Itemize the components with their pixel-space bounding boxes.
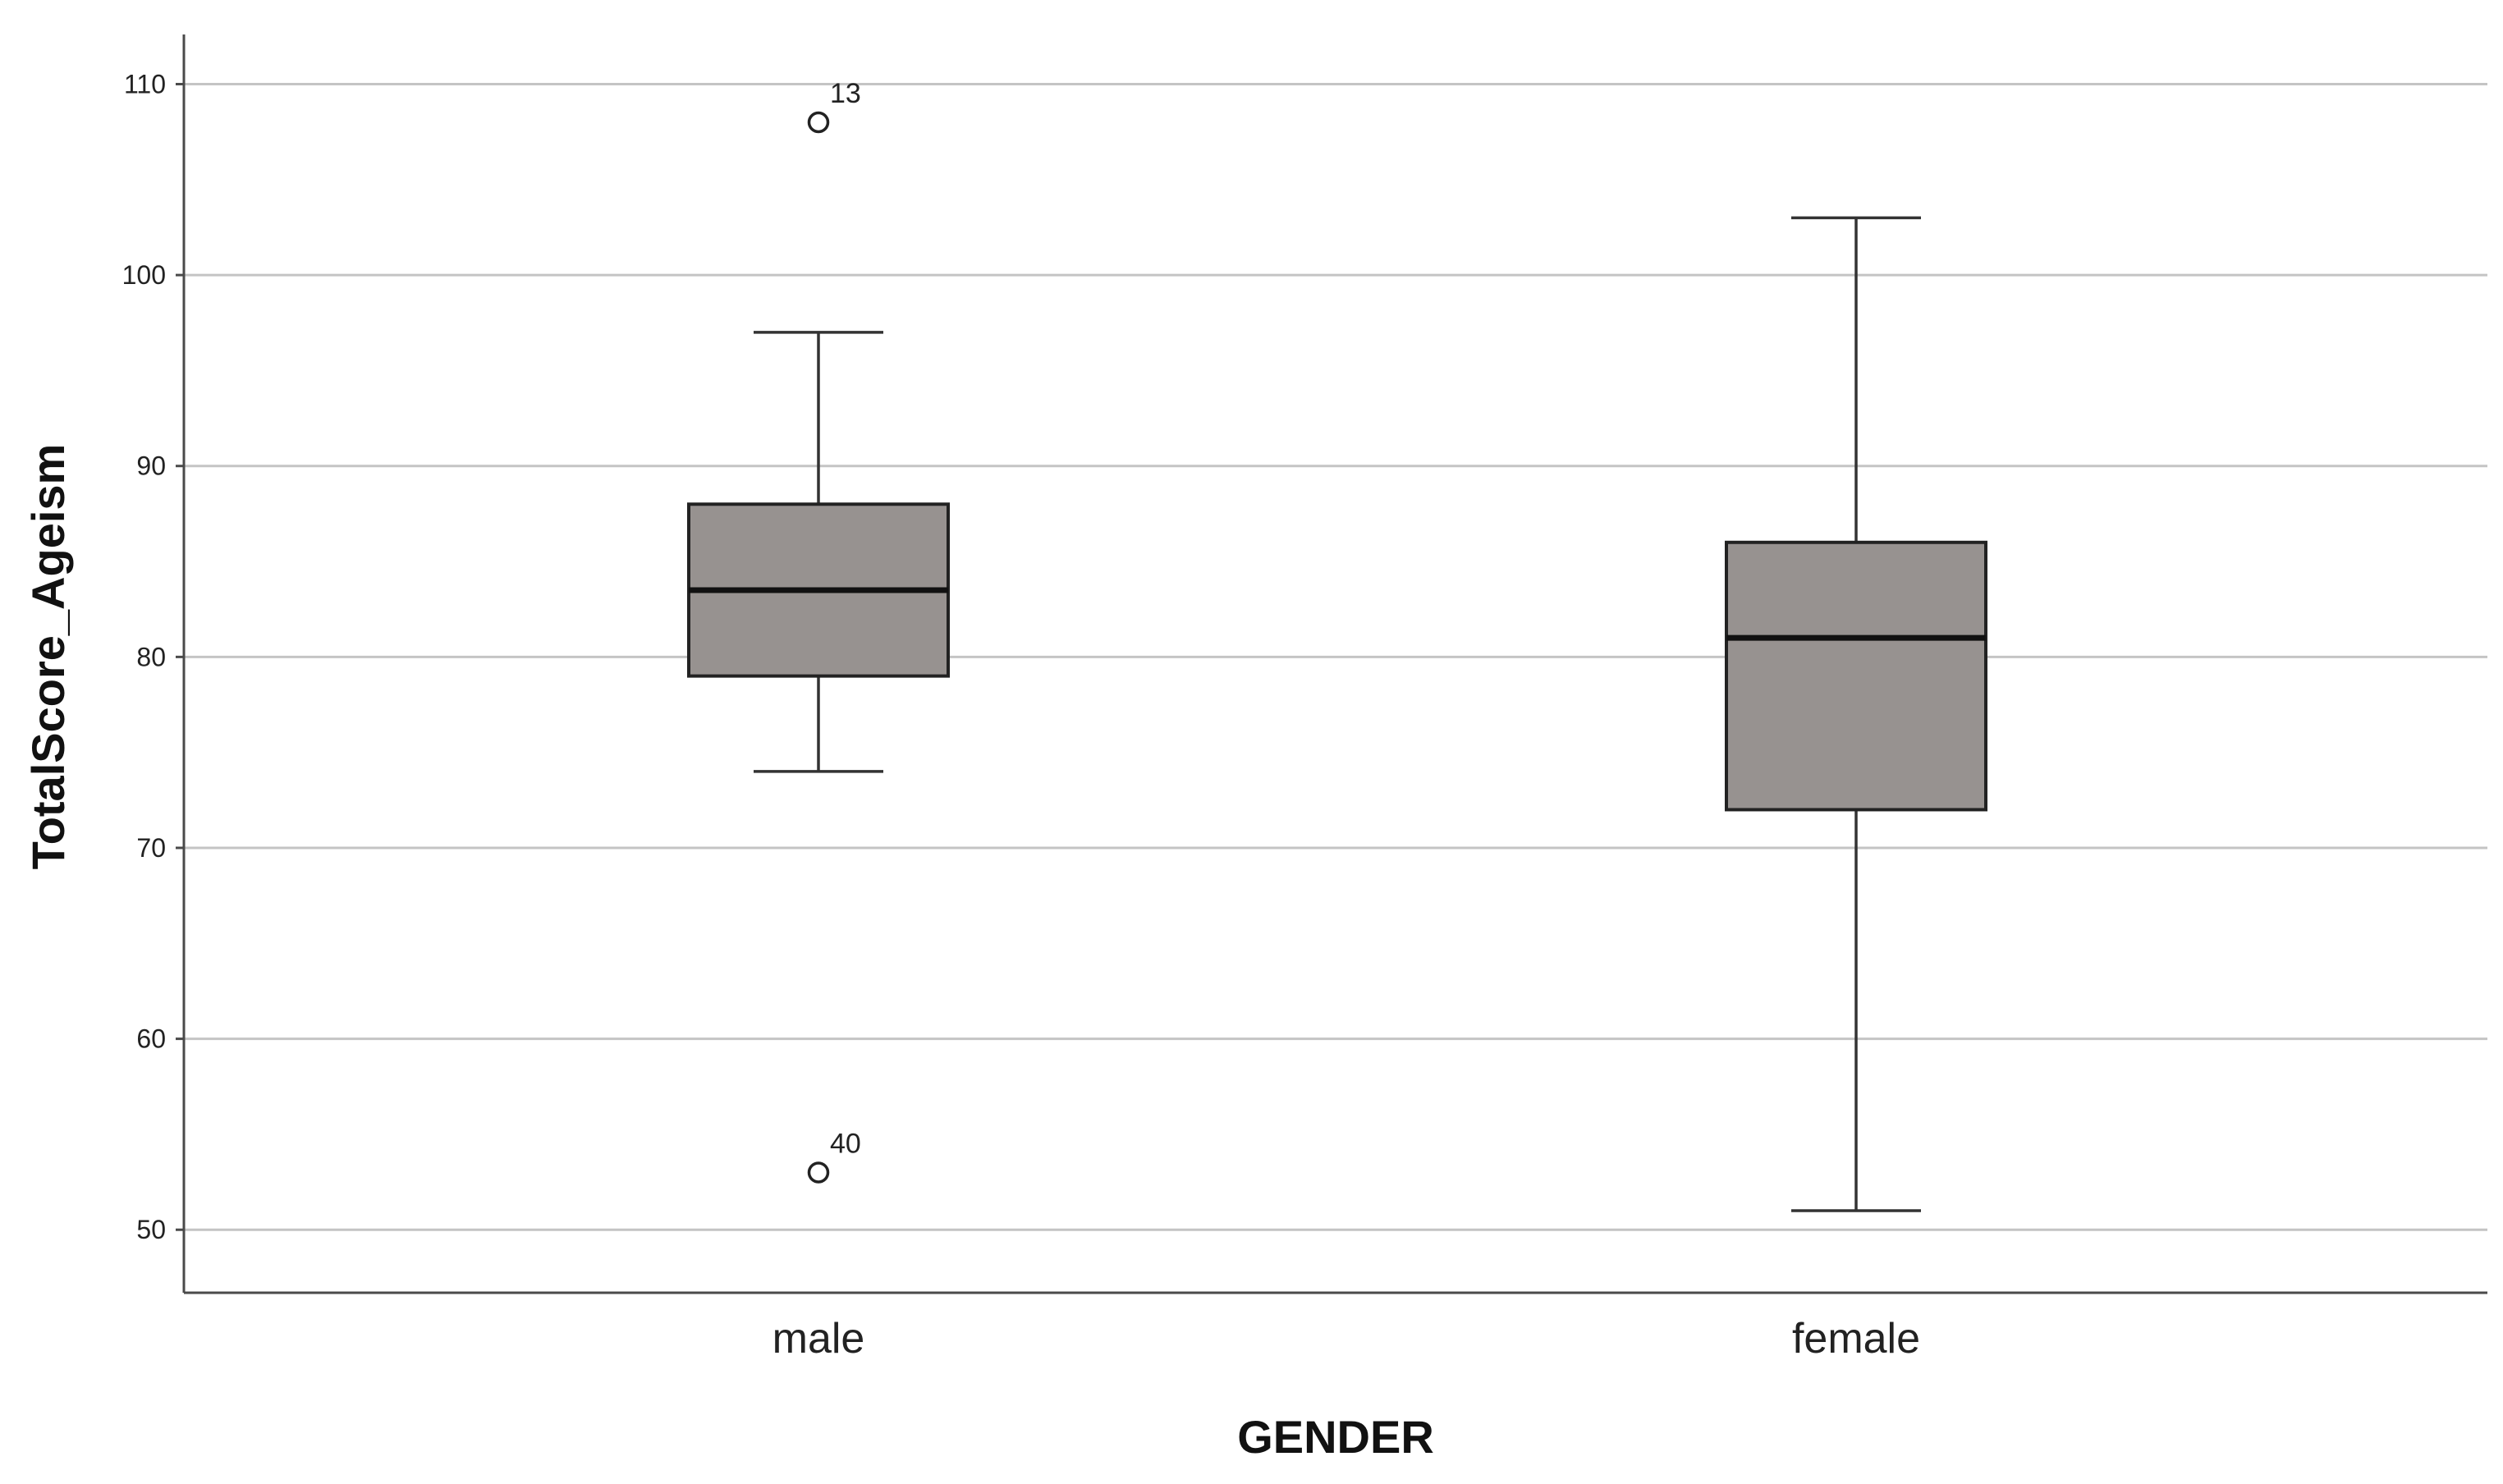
x-axis-categories: male female [772, 1315, 1920, 1363]
x-category-label-male: male [772, 1315, 865, 1363]
y-axis-title: TotalScore_Ageism [22, 444, 74, 870]
outlier-label-40: 40 [830, 1128, 861, 1159]
box-group-female [1725, 216, 1987, 1212]
y-tick-label-70: 70 [136, 833, 166, 863]
y-tick-label-100: 100 [122, 260, 166, 290]
y-tick-label-110: 110 [124, 69, 166, 98]
box-group-male: 13 40 [687, 78, 950, 1184]
iqr-box-female [1725, 540, 1987, 812]
outlier-40 [807, 1161, 830, 1184]
boxes: 13 40 [687, 78, 1987, 1212]
y-tick-label-80: 80 [136, 642, 166, 671]
gridlines [184, 82, 2487, 1231]
outlier-label-13: 13 [830, 78, 861, 109]
x-axis-title: GENDER [1237, 1411, 1434, 1463]
y-tick-label-90: 90 [136, 451, 166, 481]
y-tick-label-60: 60 [136, 1024, 166, 1054]
outlier-13 [807, 111, 830, 134]
x-category-label-female: female [1792, 1315, 1920, 1363]
y-axis-ticks: 50 60 70 80 90 100 110 [122, 69, 184, 1244]
y-tick-label-50: 50 [136, 1215, 166, 1244]
